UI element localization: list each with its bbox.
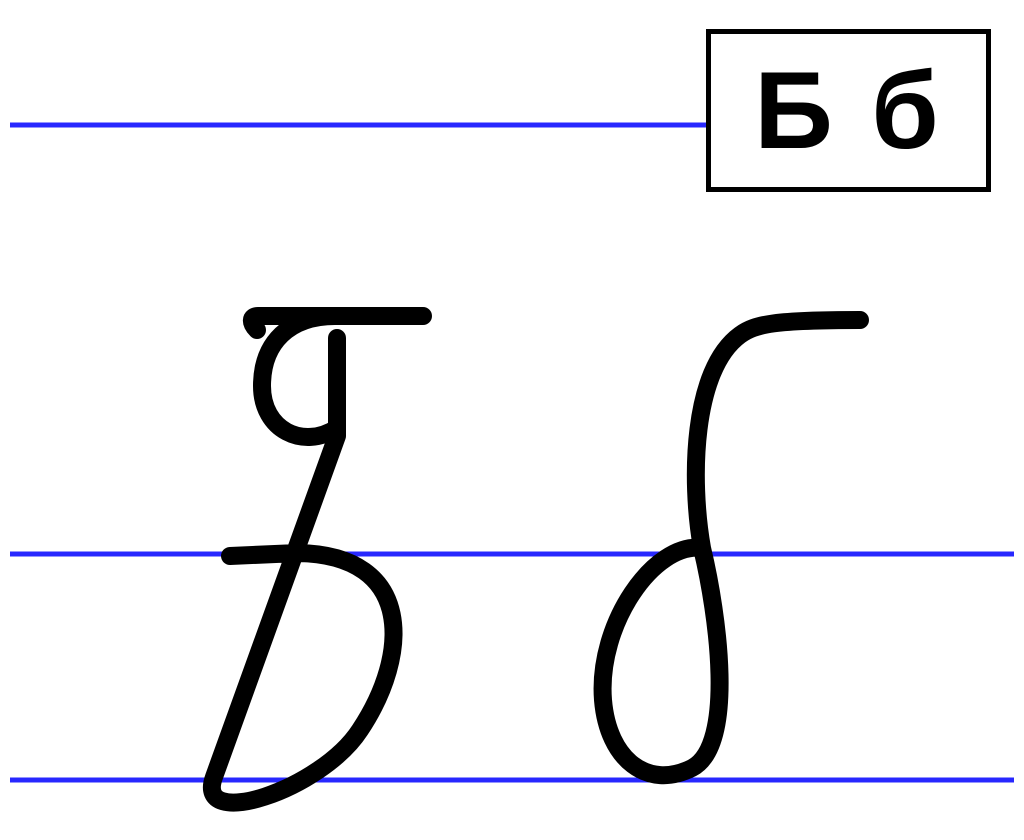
printed-letter-box: Б б xyxy=(706,29,991,192)
cursive-lower-b xyxy=(603,320,860,775)
printed-lower-b: б xyxy=(871,48,943,174)
cursive-upper-b-main xyxy=(212,316,394,803)
cursive-letters xyxy=(212,316,860,803)
printed-upper-b: Б xyxy=(754,48,837,174)
guide-lines xyxy=(10,125,1014,780)
